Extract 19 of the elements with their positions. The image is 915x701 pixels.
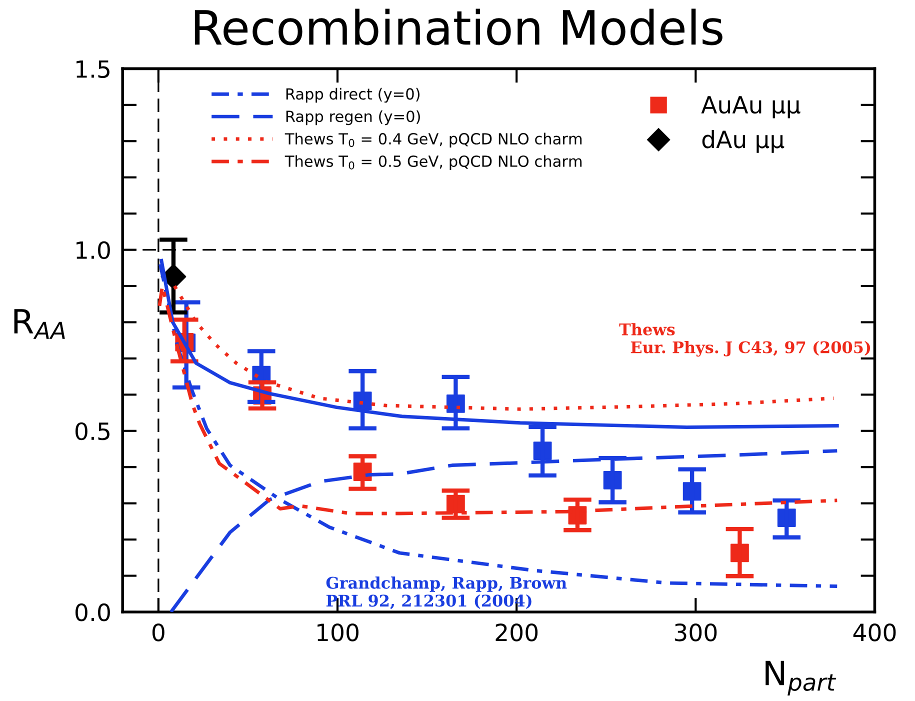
y-tick-label: 0.0 bbox=[76, 603, 110, 622]
y-tick-label: 1.5 bbox=[76, 60, 110, 78]
y-tick-label: 0.5 bbox=[76, 422, 110, 440]
x-tick-label: 400 bbox=[853, 624, 896, 642]
x-tick-label: 200 bbox=[496, 624, 538, 642]
legend-label: Rapp direct (y=0) bbox=[286, 88, 420, 103]
x-tick-label: 0 bbox=[152, 624, 164, 642]
y-axis-title: R$_{AA}$ bbox=[14, 309, 65, 339]
x-tick-label: 100 bbox=[318, 624, 358, 642]
legend-label: Rapp regen (y=0) bbox=[286, 110, 420, 126]
annotation: Thews Eur. Phys. J C43, 97 (2005) bbox=[619, 323, 870, 357]
y-tick-label: 1.0 bbox=[76, 241, 110, 260]
chart-title: Recombination Models bbox=[194, 8, 722, 46]
legend-label: AuAu μμ bbox=[701, 96, 800, 118]
legend-label: Thews T$_{0}$ = 0.5 GeV, pQCD NLO charm bbox=[284, 155, 582, 170]
legend-label: dAu μμ bbox=[702, 130, 784, 153]
legend-label: Thews T$_{0}$ = 0.4 GeV, pQCD NLO charm bbox=[284, 132, 582, 148]
x-tick-label: 300 bbox=[674, 624, 717, 642]
x-axis-title: N$_{part}$ bbox=[766, 660, 836, 696]
